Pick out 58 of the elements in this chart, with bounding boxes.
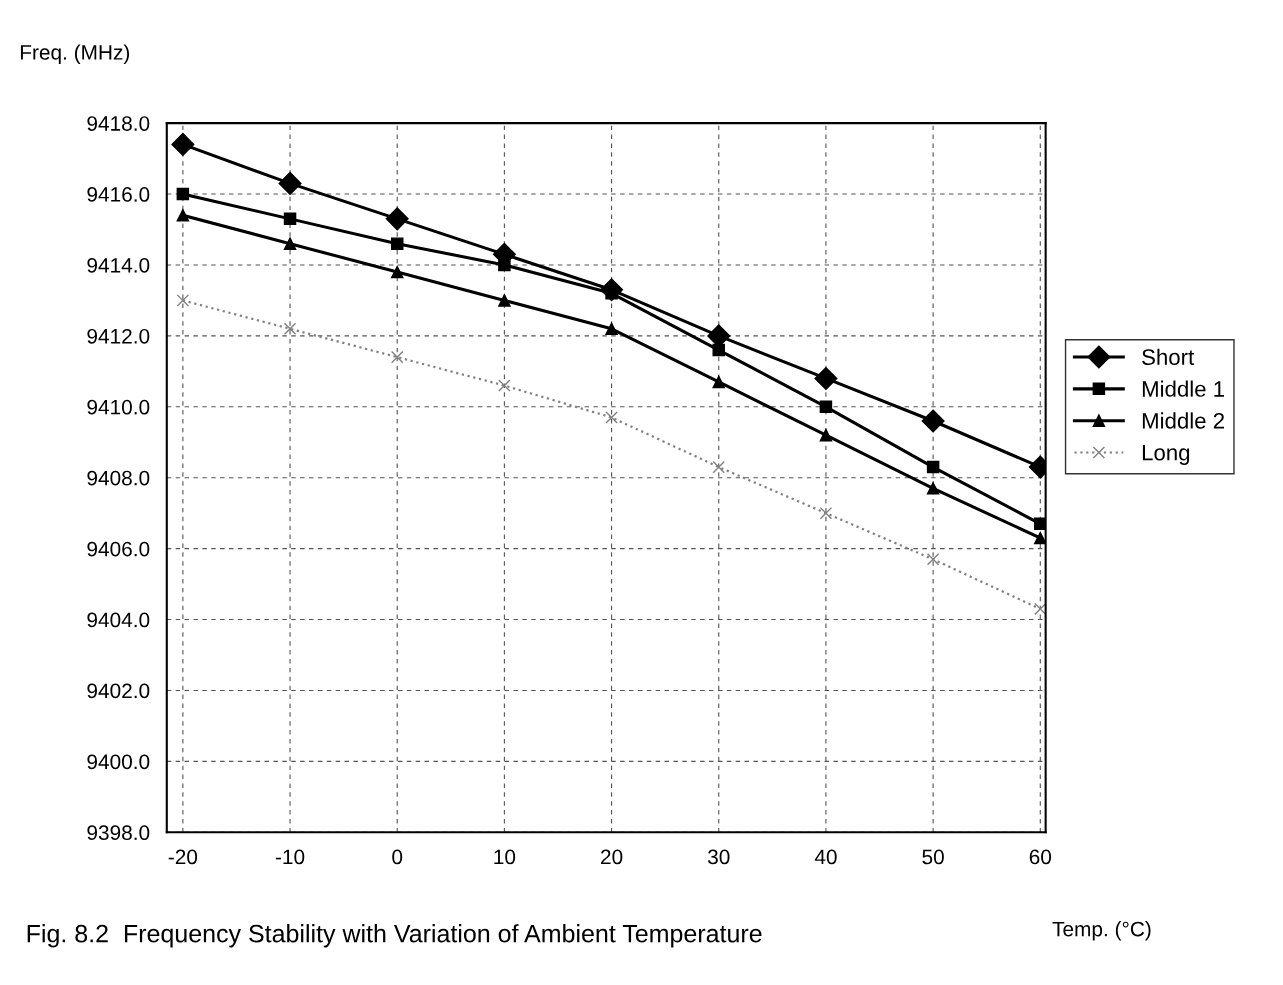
point (498, 379, 511, 392)
x-tick-label: -20 (168, 849, 198, 865)
x-tick-label: -10 (275, 849, 305, 865)
point (390, 265, 404, 279)
x-tick-label: 60 (1029, 849, 1052, 865)
point (605, 411, 618, 424)
point (712, 343, 726, 357)
y-tick-label: 9398.0 (87, 825, 150, 841)
point (819, 506, 833, 520)
x-tick-label: 0 (392, 849, 403, 865)
point (712, 460, 726, 474)
point (926, 482, 940, 495)
point (712, 375, 726, 389)
legend-label: Short (1142, 348, 1195, 366)
point (819, 428, 833, 442)
y-tick-label: 9406.0 (87, 541, 150, 557)
text: Fig. 8.2 Frequency Stability with Variation of Ambient Temperature (27, 924, 762, 948)
y-tick-label: 9408.0 (87, 470, 150, 486)
point (1034, 517, 1046, 531)
point (498, 294, 511, 307)
y-axis-title: Freq. (MHz) (20, 44, 130, 64)
y-tick-label: 9400.0 (87, 754, 150, 770)
point (1034, 531, 1046, 545)
x-tick-label: 30 (707, 849, 730, 865)
y-tick-label: 9414.0 (87, 257, 150, 273)
legend-label: Long (1142, 445, 1190, 465)
y-tick-label: 9404.0 (87, 612, 150, 628)
point (926, 460, 940, 474)
x-tick-label: 50 (922, 849, 944, 865)
point (926, 553, 940, 566)
point (390, 237, 404, 250)
y-tick-label: 9410.0 (87, 399, 150, 415)
y-tick-label: 9402.0 (87, 683, 150, 699)
point (1034, 602, 1046, 616)
legend-label: Middle 2 (1142, 412, 1224, 429)
point (176, 209, 190, 222)
point (498, 258, 511, 272)
point (283, 322, 297, 336)
y-tick-label: 9412.0 (87, 328, 150, 344)
x-tick-label: 40 (814, 849, 837, 865)
point (171, 132, 195, 156)
point (385, 207, 409, 231)
legend-label: Middle 1 (1142, 380, 1225, 397)
point (819, 400, 833, 414)
point (814, 366, 838, 390)
x-tick-label: 10 (494, 849, 516, 865)
point (605, 322, 618, 336)
point (278, 171, 302, 195)
point (176, 294, 190, 307)
point (921, 409, 945, 433)
point (176, 187, 190, 201)
x-axis-title: Temp. (°C) (1052, 921, 1151, 941)
point (283, 237, 297, 250)
y-tick-label: 9416.0 (87, 187, 150, 202)
y-tick-label: 9418.0 (87, 116, 150, 131)
x-tick-label: 20 (601, 849, 623, 865)
point (283, 212, 297, 226)
point (390, 350, 404, 364)
